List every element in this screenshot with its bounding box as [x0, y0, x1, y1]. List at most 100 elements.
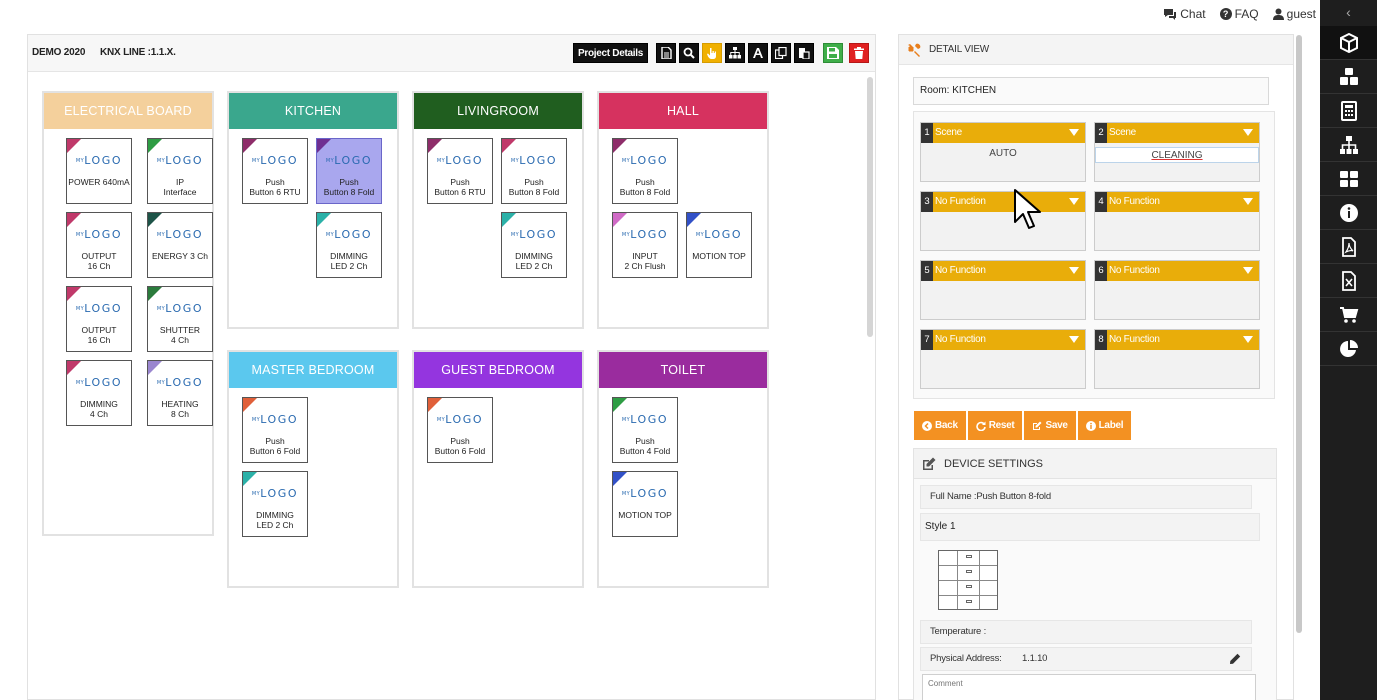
device-tile[interactable]: MYLOGO MOTION TOP	[612, 471, 678, 537]
room-electrical-board[interactable]: ELECTRICAL BOARD MYLOGO POWER 640mA MYLOGO I…	[42, 91, 214, 536]
device-tile[interactable]: MYLOGO ENERGY 3 Ch	[147, 212, 213, 278]
sidebar-item-excel[interactable]	[1320, 264, 1377, 298]
room-hall[interactable]: HALL MYLOGO Push Button 8 Fold MYLOGO INPUT 2 …	[597, 91, 769, 329]
button-slot-3[interactable]: 3 No Function	[920, 191, 1086, 251]
device-tile[interactable]: MYLOGO DIMMING LED 2 Ch	[242, 471, 308, 537]
device-tile[interactable]: MYLOGO DIMMING LED 2 Ch	[316, 212, 382, 278]
room-title[interactable]: LIVINGROOM	[414, 93, 582, 129]
function-select[interactable]: 8 No Function	[1095, 330, 1259, 350]
room-master-bedroom[interactable]: MASTER BEDROOM MYLOGO Push Button 6 Fold MYL…	[227, 350, 399, 588]
sidebar-item-chart[interactable]	[1320, 332, 1377, 366]
function-select[interactable]: 2 Scene	[1095, 123, 1259, 143]
function-select[interactable]: 4 No Function	[1095, 192, 1259, 212]
room-title[interactable]: KITCHEN	[229, 93, 397, 129]
room-title[interactable]: MASTER BEDROOM	[229, 352, 397, 388]
device-tile[interactable]: MYLOGO MOTION TOP	[686, 212, 752, 278]
room-toilet[interactable]: TOILET MYLOGO Push Button 4 Fold MYLOGO MOTIO…	[597, 350, 769, 588]
device-tile[interactable]: MYLOGO IP Interface	[147, 138, 213, 204]
document-button[interactable]	[656, 43, 676, 63]
project-details-button[interactable]: Project Details	[573, 43, 648, 63]
scene-name-input[interactable]	[1095, 147, 1259, 163]
room-title[interactable]: TOILET	[599, 352, 767, 388]
sidebar-item-calculator[interactable]	[1320, 94, 1377, 128]
device-tile[interactable]: MYLOGO Push Button 8 Fold	[612, 138, 678, 204]
device-tile[interactable]: MYLOGO Push Button 4 Fold	[612, 397, 678, 463]
button-slot-7[interactable]: 7 No Function	[920, 329, 1086, 389]
function-select[interactable]: 1 Scene	[921, 123, 1085, 143]
caret-down-icon[interactable]	[1069, 129, 1079, 136]
button-slot-2[interactable]: 2 Scene	[1094, 122, 1260, 182]
button-slot-8[interactable]: 8 No Function	[1094, 329, 1260, 389]
comment-input[interactable]	[922, 674, 1256, 700]
delete-project-button[interactable]	[849, 43, 869, 63]
device-tile[interactable]: MYLOGO INPUT 2 Ch Flush	[612, 212, 678, 278]
mylogo-icon: MYLOGO	[621, 413, 669, 426]
project-scrollbar[interactable]	[867, 77, 873, 337]
device-tile[interactable]: MYLOGO Push Button 6 Fold	[427, 397, 493, 463]
save-button[interactable]: Save	[1024, 411, 1076, 440]
style-select[interactable]: Style 1	[920, 513, 1260, 541]
function-select[interactable]: 3 No Function	[921, 192, 1085, 212]
function-select[interactable]: 6 No Function	[1095, 261, 1259, 281]
room-title[interactable]: ELECTRICAL BOARD	[44, 93, 212, 129]
sidebar-item-pdf[interactable]	[1320, 230, 1377, 264]
caret-down-icon[interactable]	[1069, 267, 1079, 274]
function-select[interactable]: 5 No Function	[921, 261, 1085, 281]
back-button[interactable]: Back	[914, 411, 966, 440]
topology-button[interactable]	[725, 43, 745, 63]
chat-link[interactable]: Chat	[1163, 7, 1206, 21]
button-slot-5[interactable]: 5 No Function	[920, 260, 1086, 320]
device-tile[interactable]: MYLOGO POWER 640mA	[66, 138, 132, 204]
device-settings-title: DEVICE SETTINGS	[944, 457, 1044, 470]
button-slot-4[interactable]: 4 No Function	[1094, 191, 1260, 251]
room-title[interactable]: HALL	[599, 93, 767, 129]
device-tile[interactable]: MYLOGO DIMMING 4 Ch	[66, 360, 132, 426]
sidebar-item-topology[interactable]	[1320, 128, 1377, 162]
room-livingroom[interactable]: LIVINGROOM MYLOGO Push Button 6 RTU MYLOGO Pu…	[412, 91, 584, 329]
sidebar-item-cubes[interactable]	[1320, 60, 1377, 94]
paste-button[interactable]	[794, 43, 814, 63]
font-button[interactable]	[748, 43, 768, 63]
caret-down-icon[interactable]	[1243, 198, 1253, 205]
caret-down-icon[interactable]	[1243, 336, 1253, 343]
device-label: OUTPUT 16 Ch	[81, 325, 117, 345]
duplicate-button[interactable]	[771, 43, 791, 63]
user-menu[interactable]: guest	[1272, 7, 1316, 21]
device-tile[interactable]: MYLOGO Push Button 6 RTU	[242, 138, 308, 204]
caret-down-icon[interactable]	[1243, 129, 1253, 136]
save-project-button[interactable]	[823, 43, 843, 63]
caret-down-icon[interactable]	[1069, 198, 1079, 205]
pencil-icon[interactable]	[1229, 653, 1241, 665]
device-tile[interactable]: MYLOGO Push Button 6 RTU	[427, 138, 493, 204]
sidebar-item-box[interactable]	[1320, 26, 1377, 60]
sidebar-item-cart[interactable]	[1320, 298, 1377, 332]
detail-scrollbar[interactable]	[1295, 35, 1303, 635]
room-kitchen[interactable]: KITCHEN MYLOGO Push Button 6 RTU MYLOGO Push B…	[227, 91, 399, 329]
device-tile[interactable]: MYLOGO HEATING 8 Ch	[147, 360, 213, 426]
caret-down-icon[interactable]	[1243, 267, 1253, 274]
faq-link[interactable]: ? FAQ	[1219, 7, 1259, 21]
search-button[interactable]	[679, 43, 699, 63]
caret-down-icon[interactable]	[1069, 336, 1079, 343]
sidebar-item-dashboard[interactable]	[1320, 162, 1377, 196]
device-tile[interactable]: MYLOGO Push Button 6 Fold	[242, 397, 308, 463]
collapse-chevron-icon[interactable]: ‹	[1346, 4, 1351, 20]
device-tile[interactable]: MYLOGO OUTPUT 16 Ch	[66, 286, 132, 352]
device-tile[interactable]: MYLOGO SHUTTER 4 Ch	[147, 286, 213, 352]
detail-scroll-thumb[interactable]	[1296, 35, 1302, 633]
reset-button[interactable]: Reset	[967, 411, 1023, 440]
device-tile[interactable]: MYLOGO Push Button 8 Fold	[316, 138, 382, 204]
button-slot-6[interactable]: 6 No Function	[1094, 260, 1260, 320]
sidebar-item-info[interactable]	[1320, 196, 1377, 230]
room-guest-bedroom[interactable]: GUEST BEDROOM MYLOGO Push Button 6 Fold	[412, 350, 584, 588]
refresh-icon	[976, 421, 986, 431]
device-tile[interactable]: MYLOGO DIMMING LED 2 Ch	[501, 212, 567, 278]
pointer-button[interactable]	[702, 43, 722, 63]
device-color-marker	[428, 398, 442, 412]
function-select[interactable]: 7 No Function	[921, 330, 1085, 350]
device-tile[interactable]: MYLOGO OUTPUT 16 Ch	[66, 212, 132, 278]
room-title[interactable]: GUEST BEDROOM	[414, 352, 582, 388]
button-slot-1[interactable]: 1 Scene AUTO	[920, 122, 1086, 182]
device-tile[interactable]: MYLOGO Push Button 8 Fold	[501, 138, 567, 204]
label-button[interactable]: Label	[1077, 411, 1132, 440]
